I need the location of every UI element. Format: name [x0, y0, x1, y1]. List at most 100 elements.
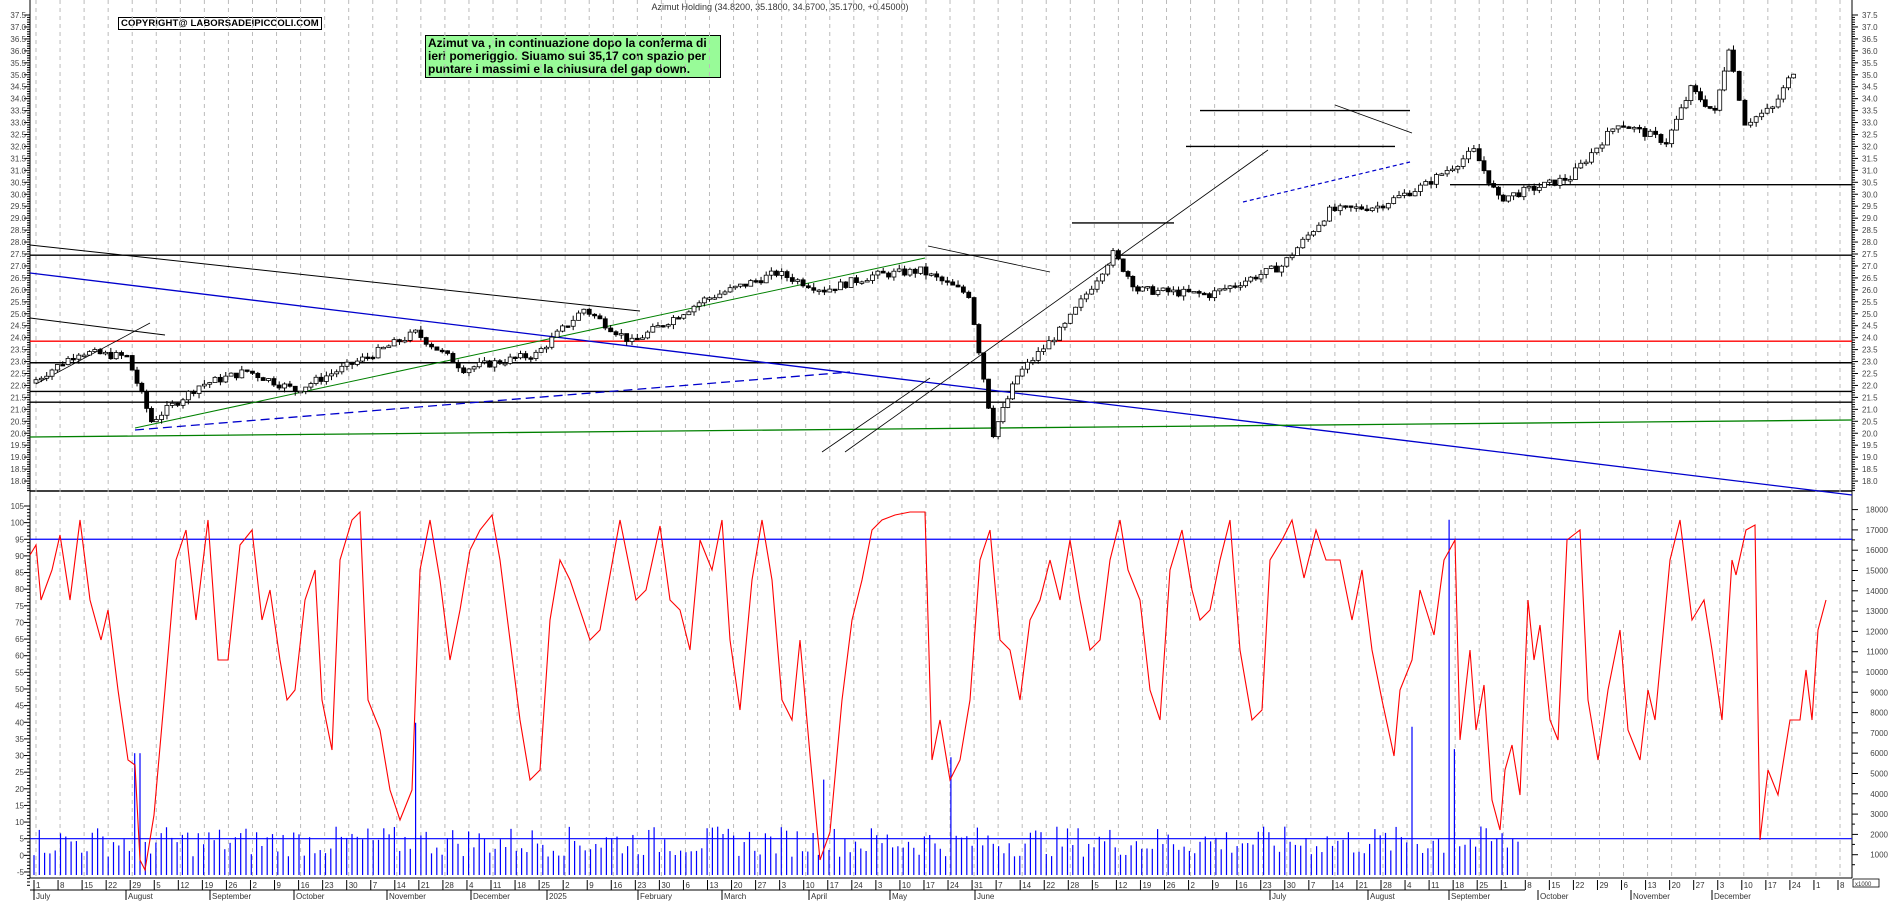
candle-body: [260, 377, 266, 381]
descending-trendline-blue: [29, 272, 1853, 496]
candle-body: [164, 405, 170, 416]
month-label: November: [389, 892, 426, 901]
candle-body: [624, 333, 630, 342]
price-label-left: 32.0: [10, 142, 26, 151]
date-label: 10: [806, 881, 815, 890]
long-uptrend-green: [29, 419, 1853, 438]
date-label: 23: [1263, 881, 1272, 890]
date-label: 16: [301, 881, 310, 890]
candle-body: [455, 362, 461, 369]
candle-body: [1775, 98, 1781, 108]
date-label: 14: [1022, 881, 1031, 890]
candle-body: [375, 346, 381, 359]
date-label: 2: [1191, 881, 1196, 890]
candle-body: [1217, 288, 1223, 292]
candle-body: [1243, 280, 1248, 287]
candle-body: [1605, 130, 1610, 146]
candle-body: [308, 383, 314, 388]
price-label-left: 30.5: [10, 178, 26, 187]
date-label: 4: [1407, 881, 1412, 890]
candle-body: [434, 346, 440, 351]
candle-body: [512, 356, 518, 359]
candle-body: [487, 360, 492, 368]
candle-body: [1207, 293, 1212, 299]
candle-body: [339, 365, 345, 373]
candle-body: [1083, 293, 1089, 300]
candle-body: [1589, 152, 1594, 163]
candle-body: [1035, 351, 1041, 361]
candle-body: [497, 360, 503, 364]
candle-body: [1150, 286, 1156, 295]
candle-body: [1717, 89, 1723, 111]
osc-label: 10: [15, 818, 24, 827]
candle-body: [891, 270, 897, 278]
candle-body: [912, 268, 918, 274]
candle-body: [1626, 126, 1632, 129]
month-label: September: [1451, 892, 1490, 901]
candle-body: [129, 355, 135, 371]
candle-body: [691, 305, 697, 313]
candle-body: [1268, 265, 1274, 269]
price-label-right: 23.5: [1862, 346, 1878, 355]
candle-body: [1353, 206, 1359, 209]
date-label: 14: [397, 881, 406, 890]
candle-body: [461, 367, 467, 374]
candle-body: [586, 308, 592, 315]
volume-unit-box: [1852, 878, 1880, 888]
candle-body: [1191, 291, 1197, 294]
candle-body: [1562, 177, 1568, 181]
candle-body: [303, 386, 309, 392]
candle-body: [1753, 116, 1759, 123]
candle-body: [827, 288, 833, 293]
candle-body: [429, 343, 434, 348]
price-label-right: 18.0: [1862, 477, 1878, 486]
candle-body: [413, 329, 418, 333]
candle-body: [1669, 129, 1675, 145]
price-label-right: 31.0: [1862, 166, 1878, 175]
osc-label: 20: [15, 785, 24, 794]
month-label: 2025: [549, 892, 567, 901]
candle-body: [1380, 205, 1386, 209]
candle-body: [1552, 179, 1558, 186]
candle-body: [613, 331, 619, 336]
candle-body: [1610, 128, 1616, 132]
candle-body: [1698, 91, 1703, 101]
candle-body: [318, 376, 324, 382]
price-label-right: 36.5: [1862, 35, 1878, 44]
date-label: 22: [1575, 881, 1584, 890]
candle-body: [159, 414, 165, 420]
candle-body: [386, 345, 392, 348]
date-label: 25: [541, 881, 550, 890]
candle-body: [1343, 205, 1348, 208]
candle-body: [955, 284, 961, 288]
candle-body: [360, 356, 365, 362]
price-label-left: 34.0: [10, 95, 26, 104]
candle-body: [354, 360, 360, 365]
candle-body: [1311, 231, 1316, 236]
candle-body: [1094, 280, 1100, 290]
price-label-left: 36.5: [10, 35, 26, 44]
candle-body: [191, 391, 197, 394]
price-label-left: 37.0: [10, 23, 26, 32]
price-label-left: 36.0: [10, 47, 26, 56]
date-label: 28: [1070, 881, 1079, 890]
candle-body: [185, 391, 191, 401]
date-label: 30: [349, 881, 358, 890]
candle-body: [608, 327, 614, 333]
candle-body: [201, 383, 207, 387]
candle-body: [287, 383, 293, 387]
date-label: 8: [60, 881, 65, 890]
oscillator-series: [29, 510, 1827, 872]
price-label-left: 25.5: [10, 298, 26, 307]
candle-body: [1181, 288, 1187, 297]
price-label-left: 20.5: [10, 417, 26, 426]
candle-body: [1674, 118, 1679, 131]
date-label: 17: [1768, 881, 1777, 890]
candle-body: [323, 375, 329, 382]
osc-label: 0: [20, 851, 25, 860]
date-label: 2: [565, 881, 570, 890]
candle-body: [1284, 257, 1290, 267]
candle-body: [518, 353, 523, 359]
price-label-right: 37.5: [1862, 11, 1878, 20]
candle-body: [1557, 177, 1563, 186]
